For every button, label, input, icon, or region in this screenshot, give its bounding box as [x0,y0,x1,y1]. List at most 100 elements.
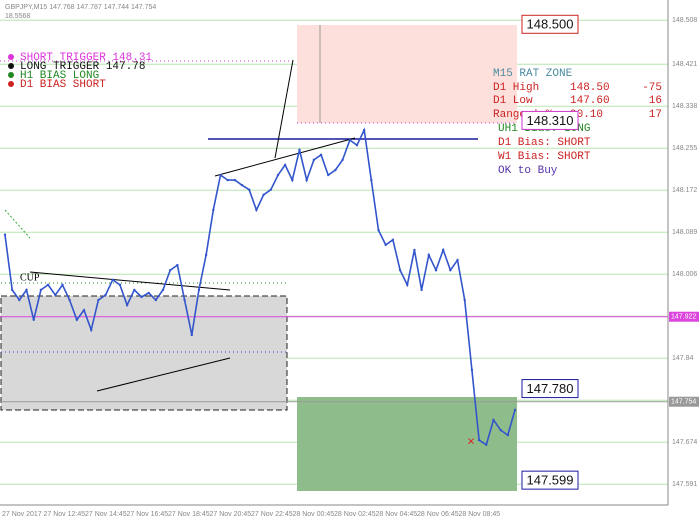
series-point [226,178,229,182]
series-point [255,208,258,212]
trend-line [214,137,356,177]
series-point [125,303,129,307]
panel-cell: 16 [649,95,662,107]
trend-line [274,59,294,159]
price-box-label: 147.599 [527,473,574,488]
series-point [506,433,510,437]
series-point [154,298,158,302]
bias-line: W1 Bias: SHORT [498,151,591,163]
panel-cell: 17 [649,109,662,121]
x-tick-label: 27 Nov 2017 [2,511,42,518]
series-point [18,298,21,302]
series-point [161,288,165,292]
y-tick-label: 148.006 [672,271,697,278]
series-point [370,178,373,182]
series-point [434,268,438,272]
series-point [240,183,244,187]
series-point [384,243,387,247]
y-tick-label: 147.674 [672,439,697,446]
legend-dot [8,54,14,60]
series-point [427,253,431,257]
series-point [233,178,237,182]
series-point [283,163,287,167]
trend-line [96,357,231,392]
cross-marker: × [467,433,475,448]
y-tick-label: 148.089 [672,229,697,236]
price-box [521,14,579,34]
price-tag: 147.754 [671,399,696,406]
pattern-label: CUP [20,272,40,283]
x-tick-label: 28 Nov 00:45 [293,511,335,518]
series-point [176,263,179,267]
x-tick-label: 28 Nov 06:45 [417,511,459,518]
series-point [32,318,35,321]
panel-cell: D1 Low [493,95,533,107]
symbol-header: GBPJPY,M15 147.768 147.787 147.744 147.7… [5,4,156,11]
series-point [298,148,301,151]
price-box-label: 148.500 [527,17,574,32]
series-point [169,268,172,272]
series-point [312,158,316,162]
trend-line [29,271,231,291]
series-point [485,443,488,446]
series-point [25,288,28,292]
y-tick-label: 148.508 [672,17,697,24]
price-tag-bg [669,396,699,407]
series-point [463,298,466,302]
price-line-series [4,127,516,446]
range-box [0,295,288,411]
series-point [68,298,71,302]
y-tick-label: 148.421 [672,61,697,68]
series-point [441,248,445,252]
x-tick-label: 28 Nov 08:45 [459,511,501,518]
series-point [212,208,215,212]
series-point [147,291,150,295]
legend-item: D1 BIAS SHORT [20,79,106,91]
price-box [521,110,579,130]
price-box-label: 147.780 [527,381,574,396]
x-tick-label: 27 Nov 12:45 [44,511,86,518]
series-point [477,438,481,442]
series-point [492,418,495,422]
price-box [521,379,579,399]
x-tick-label: 28 Nov 02:45 [334,511,376,518]
symbol-subheader: 18.5568 [5,13,30,20]
bias-line: D1 Bias: SHORT [498,137,591,149]
series-point [334,168,337,172]
y-tick-label: 148.172 [672,187,697,194]
series-point [377,229,380,232]
series-point [39,288,43,292]
x-tick-label: 27 Nov 20:45 [210,511,252,518]
series-point [470,368,474,372]
series-point [269,188,272,191]
series-point [513,408,517,412]
price-box-label: 148.310 [527,113,574,128]
series-point [499,428,502,432]
x-tick-label: 27 Nov 16:45 [127,511,169,518]
series-point [133,288,136,292]
series-point [305,178,308,182]
series-point [89,328,93,332]
x-tick-label: 27 Nov 14:45 [85,511,127,518]
series-point [391,238,395,242]
price-tag: 147.922 [671,314,696,321]
series-point [362,128,366,132]
series-point [10,288,14,292]
x-tick-label: 28 Nov 04:45 [376,511,418,518]
series-point [262,193,265,196]
series-point [413,248,416,252]
y-tick-label: 148.338 [672,103,697,110]
series-point [406,283,409,287]
series-point [341,158,344,162]
price-box [521,470,579,490]
panel-cell: 148.50 [570,82,610,94]
series-point [190,333,193,337]
series-point [61,283,64,287]
series-point [118,283,122,287]
series-point [104,293,107,297]
series-point [319,153,323,157]
legend: SHORT TRIGGER 148.31 LONG TRIGGER 147.78… [8,52,152,91]
series-point [197,288,201,292]
series-point [75,318,79,321]
